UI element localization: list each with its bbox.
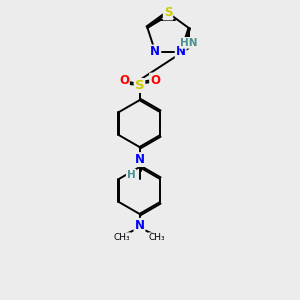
Text: N: N [134,219,145,232]
Text: S: S [164,6,172,20]
Text: HN: HN [180,38,197,48]
Text: N: N [176,46,186,59]
Text: N: N [134,153,145,166]
Text: O: O [119,74,129,87]
Text: N: N [150,46,160,59]
Text: S: S [135,79,144,92]
Text: H: H [127,169,136,180]
Text: CH₃: CH₃ [114,233,130,242]
Text: CH₃: CH₃ [148,233,165,242]
Text: O: O [150,74,160,87]
